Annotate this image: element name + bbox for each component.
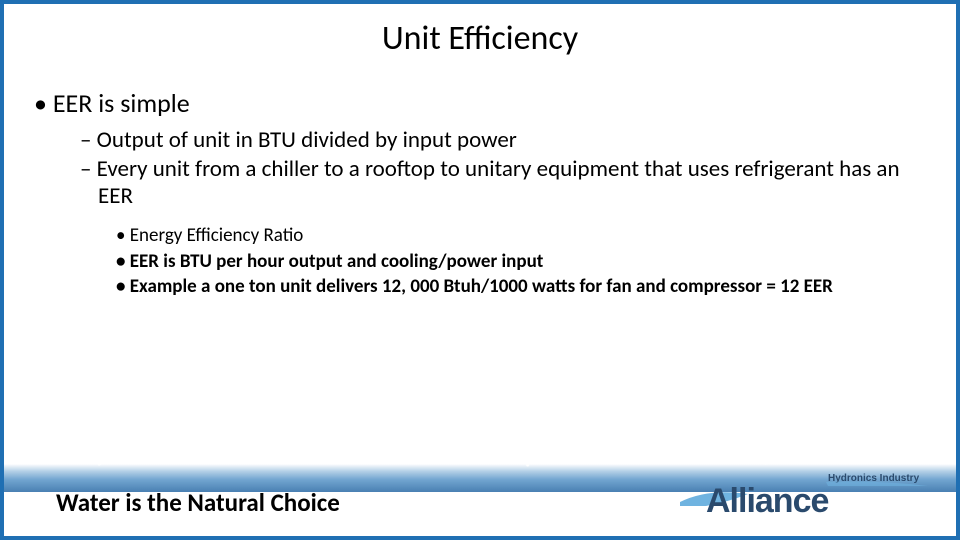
logo-main-text: Alliance bbox=[706, 482, 828, 520]
bullet-level2: Every unit from a chiller to a rooftop t… bbox=[80, 156, 926, 210]
level3-group: Energy Efficiency Ratio EER is BTU per h… bbox=[116, 224, 926, 298]
bullet-level3: Example a one ton unit delivers 12, 000 … bbox=[116, 275, 926, 298]
level2-group: Output of unit in BTU divided by input p… bbox=[80, 127, 926, 298]
content-body: EER is simple Output of unit in BTU divi… bbox=[4, 87, 956, 298]
bullet-level1: EER is simple bbox=[34, 87, 926, 119]
bullet-level3: Energy Efficiency Ratio bbox=[116, 224, 926, 247]
alliance-logo: Alliance Hydronics Industry bbox=[678, 466, 938, 526]
footer-tagline: Water is the Natural Choice bbox=[56, 487, 340, 518]
slide-footer: Water is the Natural Choice Alliance Hyd… bbox=[4, 446, 956, 536]
bullet-level3: EER is BTU per hour output and cooling/p… bbox=[116, 250, 926, 273]
slide-container: Unit Efficiency EER is simple Output of … bbox=[0, 0, 960, 540]
bullet-level2: Output of unit in BTU divided by input p… bbox=[80, 127, 926, 154]
slide-title: Unit Efficiency bbox=[4, 18, 956, 59]
